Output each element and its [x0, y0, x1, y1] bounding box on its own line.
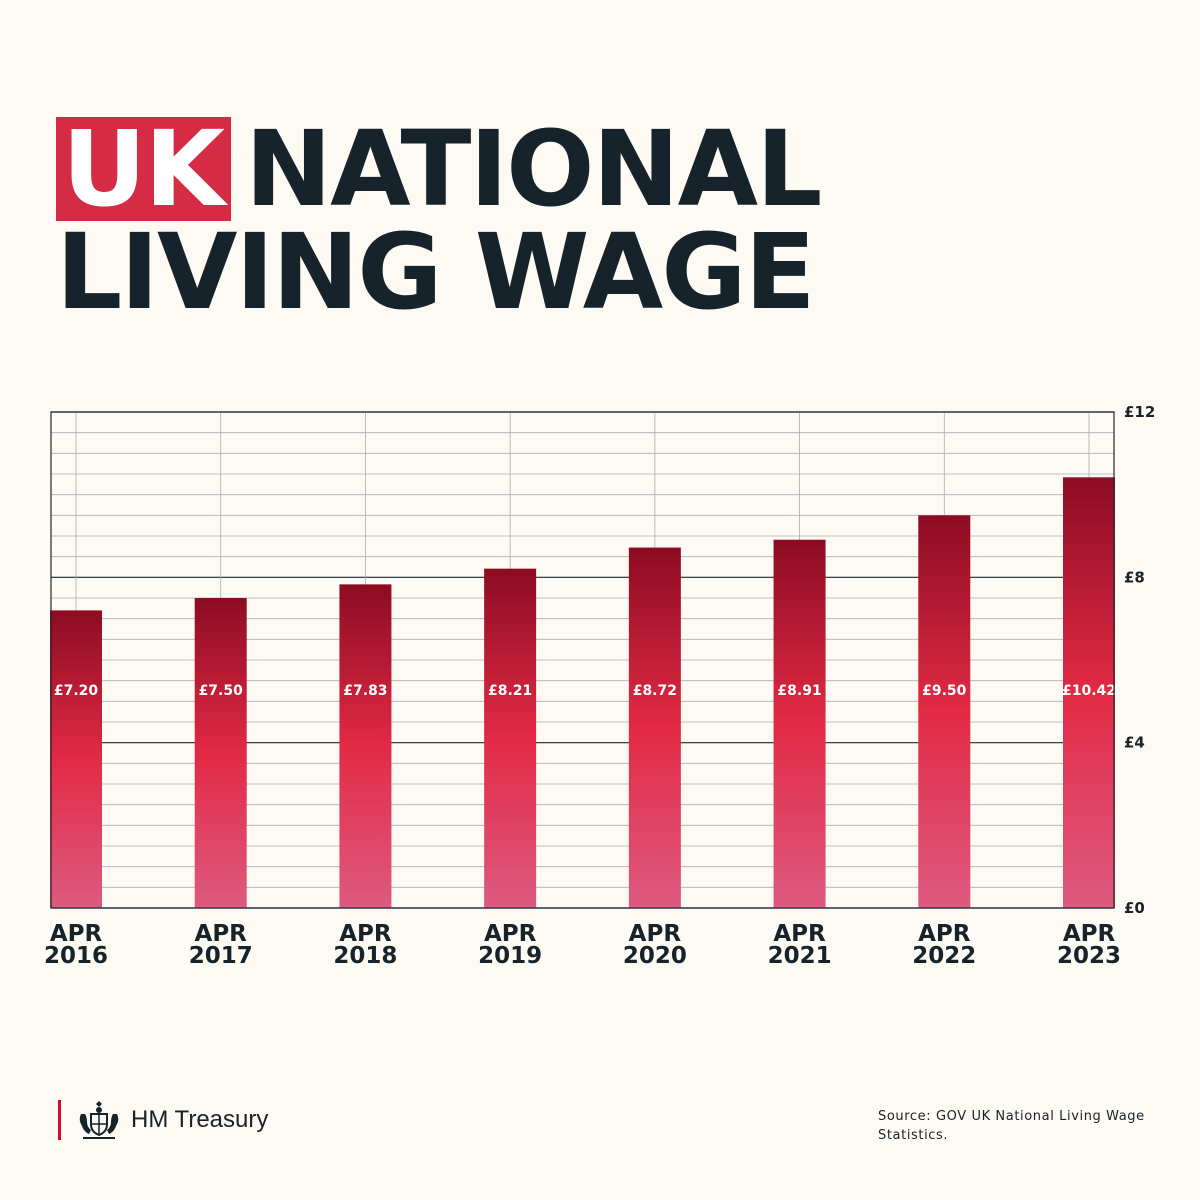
bar-value-label: £8.91 — [777, 683, 821, 699]
org-name: HM Treasury — [131, 1106, 269, 1133]
title-highlight-uk: UK — [56, 117, 232, 221]
bar-2023 — [1063, 477, 1115, 908]
x-tick-label-month: APR — [918, 921, 971, 947]
bar-2017 — [194, 598, 247, 908]
x-tick-label-month: APR — [484, 921, 537, 947]
bar-2021 — [773, 539, 826, 908]
plot-frame — [50, 411, 1115, 909]
bar-value-label: £8.72 — [633, 683, 677, 699]
x-tick-label-month: APR — [629, 921, 682, 947]
bar-value-label: £8.21 — [488, 683, 532, 699]
bar-value-label: £7.50 — [199, 683, 244, 699]
y-tick-label: £8 — [1124, 568, 1145, 586]
y-tick-label: £12 — [1124, 403, 1155, 421]
x-tick-label-month: APR — [339, 921, 392, 947]
x-tick-label-year: 2016 — [44, 943, 108, 969]
y-tick-label: £0 — [1124, 899, 1145, 917]
hm-treasury-logo: HM Treasury — [58, 1098, 268, 1142]
x-tick-label-year: 2023 — [1057, 943, 1121, 969]
x-tick-label-year: 2017 — [189, 943, 253, 969]
x-tick-label-year: 2022 — [912, 943, 976, 969]
x-tick-label-year: 2018 — [333, 943, 397, 969]
title-line-1: UK NATIONAL — [56, 117, 822, 221]
x-tick-label-month: APR — [1063, 921, 1116, 947]
bar-2020 — [628, 547, 681, 908]
y-tick-label: £4 — [1124, 734, 1145, 752]
bar-value-label: £10.42 — [1062, 683, 1116, 699]
x-tick-label-year: 2019 — [478, 943, 542, 969]
bar-value-label: £7.20 — [54, 683, 99, 699]
bar-chart: £7.20 £7.50 £7.83 £8.21 £8.72 £8.91 £9.50 £10.4… — [44, 403, 1155, 969]
source-note: Source: GOV UK National Living Wage Stat… — [878, 1109, 1145, 1143]
x-tick-label-year: 2021 — [768, 943, 832, 969]
x-tick-label-year: 2020 — [623, 943, 687, 969]
bar-2019 — [484, 568, 537, 908]
bar-2022 — [918, 515, 971, 908]
bar-2016 — [50, 610, 102, 908]
title-national: NATIONAL — [245, 108, 822, 230]
royal-coat-of-arms-icon — [79, 1101, 119, 1139]
title-line-2: LIVING WAGE — [56, 211, 816, 333]
logo-accent-rule — [58, 1100, 61, 1140]
chart-bars: £7.20 £7.50 £7.83 £8.21 £8.72 £8.91 £9.50 £10.4… — [50, 477, 1116, 908]
x-tick-label-month: APR — [195, 921, 248, 947]
bar-2018 — [339, 584, 392, 908]
x-tick-label-month: APR — [773, 921, 826, 947]
bar-value-label: £7.83 — [343, 683, 387, 699]
x-tick-label-month: APR — [50, 921, 103, 947]
chart-axis: APR2016APR2017APR2018APR2019APR2020APR20… — [44, 403, 1155, 969]
bar-value-label: £9.50 — [922, 683, 967, 699]
